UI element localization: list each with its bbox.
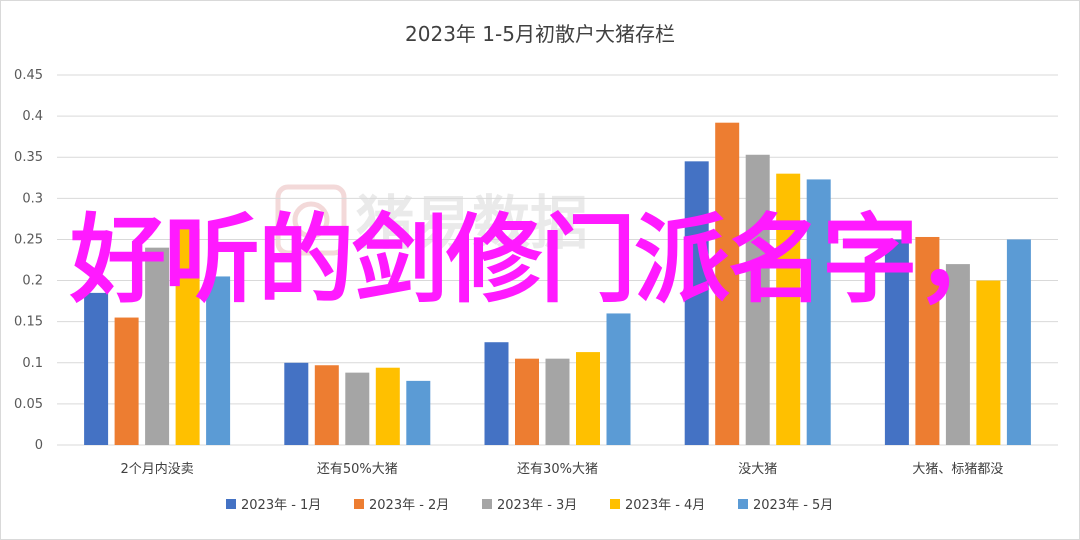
y-tick-label: 0.35: [14, 150, 43, 165]
bar: [776, 173, 801, 445]
y-tick-label: 0.4: [22, 109, 43, 124]
x-category-label: 还有30%大猪: [517, 462, 598, 477]
x-category-label: 大猪、标猪都没: [912, 462, 1003, 477]
bar: [145, 247, 170, 445]
bar: [915, 236, 940, 445]
y-tick-label: 0: [35, 438, 43, 453]
bar: [84, 292, 109, 445]
bar: [314, 365, 339, 445]
watermark-text: 猪易数据: [356, 189, 588, 257]
bar: [806, 179, 831, 445]
bar: [175, 228, 200, 445]
legend: 2023年 - 1月 2023年 - 2月 2023年 - 3月 2023年 - 4月…: [226, 498, 833, 513]
bar: [375, 367, 400, 445]
bar: [206, 276, 231, 445]
watermark: 猪易数据: [275, 184, 588, 257]
legend-label: 2023年 - 4月: [625, 498, 705, 513]
chart-title: 2023年 1-5月初散户大猪存栏: [405, 22, 675, 46]
legend-swatch: [226, 499, 236, 509]
bar: [884, 239, 909, 445]
bar: [345, 372, 370, 445]
y-tick-label: 0.25: [14, 232, 43, 247]
bar: [284, 362, 309, 445]
legend-swatch: [610, 499, 620, 509]
y-tick-label: 0.3: [22, 191, 43, 206]
legend-swatch: [354, 499, 364, 509]
legend-swatch: [738, 499, 748, 509]
bar: [945, 264, 970, 445]
bar: [484, 342, 509, 445]
legend-label: 2023年 - 5月: [753, 498, 833, 513]
bar: [745, 154, 770, 445]
bar: [976, 280, 1001, 445]
legend-label: 2023年 - 2月: [369, 498, 449, 513]
bar: [576, 352, 600, 445]
x-category-label: 2个月内没卖: [120, 461, 193, 477]
legend-label: 2023年 - 1月: [241, 498, 321, 513]
y-tick-label: 0.05: [14, 397, 43, 412]
y-tick-label: 0.45: [14, 68, 43, 83]
bar: [715, 122, 740, 445]
bar: [114, 317, 139, 445]
bars: [84, 122, 1031, 446]
bar: [515, 358, 539, 445]
bar: [406, 380, 431, 445]
x-category-label: 还有50%大猪: [317, 462, 398, 477]
y-tick-label: 0.2: [22, 274, 43, 289]
bar: [606, 313, 631, 445]
bar: [1006, 239, 1031, 445]
overlay-caption: 好听的剑修门派名字，: [70, 204, 1012, 316]
y-tick-label: 0.1: [22, 356, 43, 371]
y-tick-label: 0.15: [14, 315, 43, 330]
x-axis-categories: 2个月内没卖 还有50%大猪 还有30%大猪 没大猪 大猪、标猪都没: [120, 461, 1003, 477]
y-axis-ticks: 0 0.05 0.1 0.15 0.2 0.25 0.3 0.35 0.4 0.45: [14, 68, 43, 453]
legend-label: 2023年 - 3月: [497, 498, 577, 513]
bar: [684, 161, 709, 446]
x-category-label: 没大猪: [738, 462, 777, 477]
watermark-logo-icon: [275, 184, 347, 256]
bar: [545, 358, 570, 445]
legend-swatch: [482, 499, 492, 509]
